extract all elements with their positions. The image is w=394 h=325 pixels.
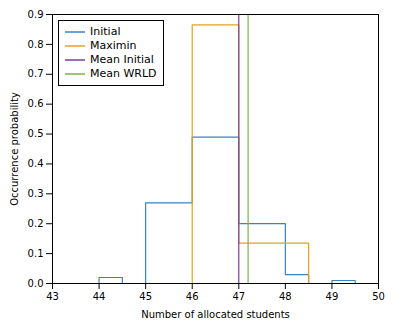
svg-text:0.5: 0.5 [28, 128, 44, 139]
html-text:Mean Initial: Mean Initial [90, 53, 154, 66]
svg-text:0.9: 0.9 [28, 9, 44, 20]
svg-text:0.6: 0.6 [28, 98, 44, 109]
svg-text:43: 43 [46, 291, 59, 302]
svg-text:49: 49 [326, 291, 339, 302]
html-text:Initial: Initial [90, 25, 121, 38]
svg-text:0.2: 0.2 [28, 218, 44, 229]
html-text:Mean WRLD: Mean WRLD [90, 67, 157, 80]
svg-text:48: 48 [279, 291, 292, 302]
svg-text:0.8: 0.8 [28, 39, 44, 50]
svg-text:0.1: 0.1 [28, 248, 44, 259]
svg-text:0.7: 0.7 [28, 68, 44, 79]
html-text:Maximin: Maximin [90, 39, 137, 52]
svg-text:44: 44 [93, 291, 106, 302]
svg-text:0.3: 0.3 [28, 188, 44, 199]
svg-text:46: 46 [186, 291, 199, 302]
svg-text:45: 45 [139, 291, 152, 302]
svg-text:Occurrence probability: Occurrence probability [9, 92, 20, 206]
svg-text:0.4: 0.4 [28, 158, 44, 169]
svg-text:50: 50 [372, 291, 385, 302]
svg-text:47: 47 [232, 291, 245, 302]
svg-text:0.0: 0.0 [28, 278, 44, 289]
svg-text:Number of allocated students: Number of allocated students [141, 309, 290, 320]
